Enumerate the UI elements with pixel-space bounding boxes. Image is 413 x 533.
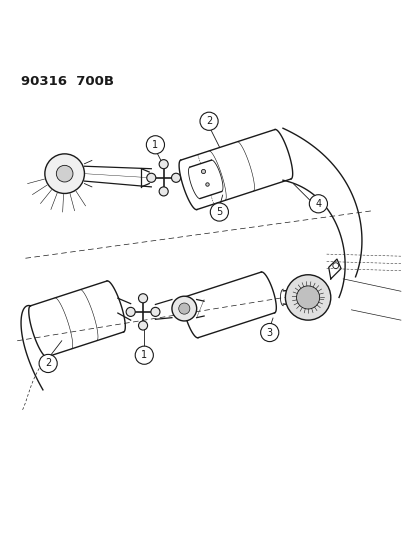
- Circle shape: [146, 136, 164, 154]
- Circle shape: [39, 354, 57, 373]
- Circle shape: [56, 165, 73, 182]
- Text: 3: 3: [266, 327, 272, 337]
- Text: 1: 1: [141, 350, 147, 360]
- Circle shape: [260, 324, 278, 342]
- Circle shape: [138, 321, 147, 330]
- Text: 2: 2: [45, 359, 51, 368]
- Text: 4: 4: [315, 199, 320, 209]
- Text: 90316  700B: 90316 700B: [21, 75, 114, 87]
- Circle shape: [138, 294, 147, 303]
- Text: 5: 5: [216, 207, 222, 217]
- Circle shape: [178, 303, 190, 314]
- Circle shape: [146, 173, 155, 182]
- Circle shape: [135, 346, 153, 364]
- Circle shape: [159, 187, 168, 196]
- Circle shape: [159, 160, 168, 169]
- Circle shape: [150, 308, 159, 317]
- Circle shape: [126, 308, 135, 317]
- Circle shape: [171, 173, 180, 182]
- Circle shape: [199, 112, 218, 131]
- Circle shape: [171, 296, 196, 321]
- Text: 2: 2: [205, 116, 212, 126]
- Circle shape: [309, 195, 327, 213]
- Circle shape: [285, 274, 330, 320]
- Circle shape: [45, 154, 84, 193]
- Circle shape: [210, 203, 228, 221]
- Text: 1: 1: [152, 140, 158, 150]
- Circle shape: [296, 286, 319, 309]
